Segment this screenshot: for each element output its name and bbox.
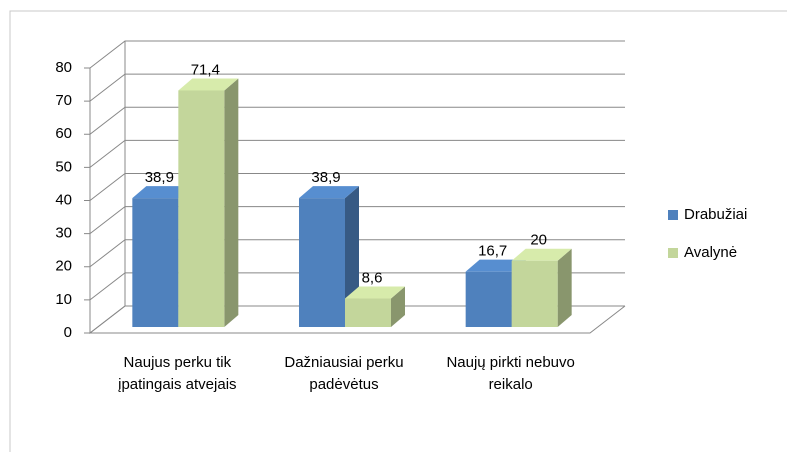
value-label: 16,7 bbox=[478, 243, 507, 260]
bar-top bbox=[132, 186, 193, 199]
floor bbox=[90, 305, 626, 334]
bar-top bbox=[465, 259, 526, 272]
x-tick-label: Naujus perku tik įpatingais atvejais bbox=[118, 354, 237, 393]
y-tick-label: 0 bbox=[64, 324, 72, 341]
bar-top bbox=[511, 248, 572, 261]
grid-line bbox=[89, 106, 625, 135]
legend-label: Avalynė bbox=[684, 244, 737, 261]
bar-side bbox=[557, 248, 572, 327]
grid-line bbox=[89, 272, 625, 301]
bar-top bbox=[299, 186, 359, 199]
bar-side bbox=[224, 78, 239, 327]
y-tick-label: 80 bbox=[55, 59, 72, 76]
bar-side bbox=[391, 286, 405, 327]
value-label: 20 bbox=[530, 232, 547, 249]
grid-line bbox=[89, 206, 625, 235]
bar bbox=[299, 198, 345, 327]
grid-line bbox=[89, 139, 625, 168]
value-label: 71,4 bbox=[191, 61, 220, 78]
value-label: 38,9 bbox=[145, 169, 174, 186]
grid-line bbox=[89, 305, 625, 334]
y-tick-label: 60 bbox=[55, 125, 72, 142]
y-tick-label: 50 bbox=[55, 158, 72, 175]
legend-swatch bbox=[668, 248, 678, 258]
legend-label: Drabužiai bbox=[684, 206, 747, 223]
x-tick-label: Naujų pirkti nebuvo reikalo bbox=[446, 354, 575, 393]
bar bbox=[511, 260, 558, 327]
grid-line bbox=[89, 239, 625, 268]
grid-line bbox=[89, 73, 625, 102]
bar bbox=[178, 90, 225, 327]
legend-swatch bbox=[668, 210, 678, 220]
bar bbox=[465, 271, 512, 327]
value-label: 8,6 bbox=[362, 269, 383, 286]
grid-line bbox=[89, 40, 625, 69]
grid-line bbox=[89, 173, 625, 201]
x-tick-label: Dažniausiai perku padėvėtus bbox=[284, 354, 404, 393]
y-tick-label: 30 bbox=[55, 225, 72, 242]
y-tick-label: 10 bbox=[55, 291, 72, 308]
y-tick-label: 70 bbox=[55, 92, 72, 109]
value-label: 38,9 bbox=[311, 169, 340, 186]
bar-top bbox=[345, 286, 405, 299]
bar bbox=[132, 198, 179, 327]
bar-top bbox=[178, 78, 239, 91]
chart-border bbox=[9, 10, 787, 452]
y-tick-label: 20 bbox=[55, 258, 72, 275]
y-tick-label: 40 bbox=[55, 191, 72, 208]
bar bbox=[345, 298, 391, 327]
